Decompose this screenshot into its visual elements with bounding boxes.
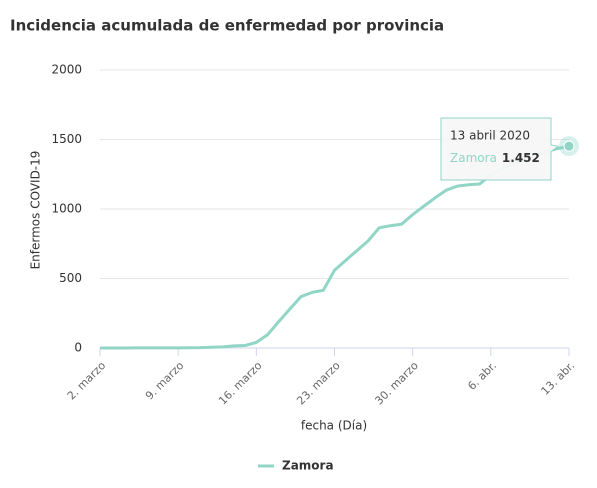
tooltip: 13 abril 2020 Zamora 1.452	[440, 117, 560, 181]
x-tick-label: 16. marzo	[216, 359, 265, 408]
chart-title: Incidencia acumulada de enfermedad por p…	[10, 17, 444, 35]
hover-point	[563, 140, 575, 152]
y-tick-label: 1000	[51, 202, 82, 216]
tooltip-value: 1.452	[502, 151, 540, 165]
x-axis-label: fecha (Día)	[301, 419, 367, 433]
y-tick-label: 1500	[51, 132, 82, 146]
x-tick-label: 9. marzo	[143, 359, 187, 403]
x-tick-label: 23. marzo	[294, 359, 343, 408]
x-tick-label: 6. abr.	[465, 359, 499, 393]
y-axis-label: Enfermos COVID-19	[29, 151, 43, 270]
tooltip-date: 13 abril 2020	[450, 129, 530, 143]
legend-label: Zamora	[282, 459, 334, 473]
tooltip-box	[440, 117, 560, 181]
y-tick-label: 2000	[51, 63, 82, 77]
tooltip-series: Zamora	[450, 151, 497, 165]
y-tick-label: 0	[74, 341, 82, 355]
x-tick-label: 2. marzo	[65, 359, 109, 403]
tooltip-value-line: Zamora 1.452	[450, 151, 540, 165]
x-tick-label: 13. abr.	[539, 359, 578, 398]
x-tick-label: 30. marzo	[372, 359, 421, 408]
y-tick-label: 500	[59, 271, 82, 285]
